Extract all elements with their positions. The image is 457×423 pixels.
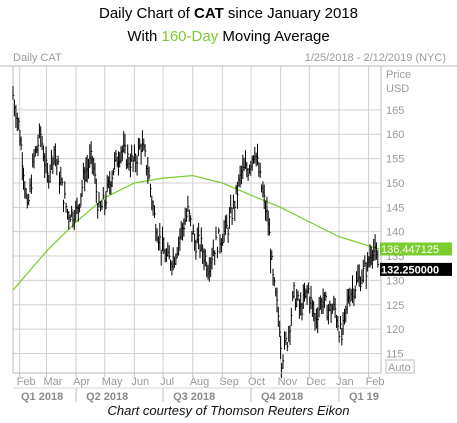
x-month-label: Dec: [306, 376, 326, 388]
x-month-label: May: [102, 376, 123, 388]
autoscale-button[interactable]: [385, 359, 415, 374]
title-line-1: Daily Chart of CAT since January 2018: [0, 2, 457, 25]
y-tick-label: 130: [386, 275, 404, 287]
y-tick-label: 125: [386, 300, 404, 312]
title-line-2: With 160-Day Moving Average: [0, 25, 457, 48]
x-quarter-label: Q1 19: [349, 391, 379, 403]
price-bars-layer: [12, 85, 379, 379]
ma-last-tag-bg: [380, 242, 452, 256]
autoscale-label: Auto: [388, 362, 411, 374]
x-month-label: Feb: [17, 376, 36, 388]
moving-average-layer: [12, 174, 380, 291]
x-quarter-label: Q4 2018: [261, 391, 303, 403]
x-quarter-label: Q1 2018: [21, 391, 63, 403]
x-month-label: Nov: [278, 376, 298, 388]
x-axis-months: Feb Mar Apr May Jun Jul Aug Sep Oct Nov Dec Jan Feb: [17, 373, 385, 388]
chart-credit: Chart courtesy of Thomson Reuters Eikon: [107, 403, 350, 418]
y-tick-label: 115: [386, 349, 404, 361]
x-month-label: Sep: [219, 376, 239, 388]
chart-title: Daily Chart of CAT since January 2018 Wi…: [0, 2, 457, 48]
y-tick-label: 155: [386, 154, 404, 166]
y-axis-unit: USD: [386, 83, 409, 95]
x-month-label: Jul: [160, 376, 174, 388]
plot-frame: [12, 65, 382, 374]
subtitle-prefix: With: [127, 28, 162, 45]
price-last-value: 132.250000: [381, 264, 439, 276]
y-tick-label: 145: [386, 202, 404, 214]
subtitle-suffix: Moving Average: [218, 28, 330, 45]
x-axis-quarters: Q1 2018 Q2 2018 Q3 2018 Q4 2018 Q1 19: [21, 388, 379, 403]
title-ticker: CAT: [194, 5, 224, 22]
y-tick-label: 120: [386, 324, 404, 336]
price-last-tag-bg: [380, 262, 452, 276]
x-month-label: Apr: [73, 376, 90, 388]
x-month-label: Jan: [336, 376, 354, 388]
moving-average-line: [12, 174, 380, 291]
x-quarter-label: Q3 2018: [173, 391, 215, 403]
symbol-label: Daily CAT: [13, 52, 62, 64]
chart-header-band: [0, 49, 457, 66]
grid: [13, 66, 381, 373]
subtitle-ma-period: 160-Day: [161, 28, 219, 45]
x-quarter-label: Q2 2018: [86, 391, 128, 403]
y-axis-title: Price: [386, 69, 411, 81]
title-suffix: since January 2018: [223, 5, 359, 22]
x-month-label: Mar: [43, 376, 62, 388]
y-tick-label: 165: [386, 105, 404, 117]
date-range-label: 1/25/2018 - 2/12/2019 (NYC): [305, 52, 446, 64]
ma-last-tag: 136.447125: [380, 242, 452, 256]
x-month-label: Aug: [190, 376, 210, 388]
ma-last-value: 136.447125: [381, 244, 439, 256]
y-tick-label: 150: [386, 178, 404, 190]
price-last-tag: 132.250000: [380, 262, 452, 276]
x-month-label: Feb: [366, 376, 385, 388]
title-prefix: Daily Chart of: [98, 5, 195, 22]
x-month-label: Jun: [131, 376, 149, 388]
y-tick-label: 140: [386, 227, 404, 239]
y-tick-label: 160: [386, 129, 404, 141]
x-month-label: Oct: [248, 376, 265, 388]
